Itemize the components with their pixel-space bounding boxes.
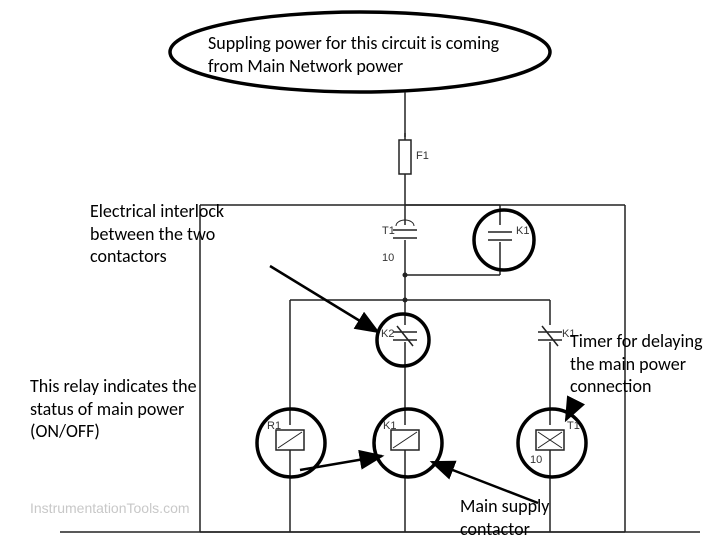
diagram-canvas: Suppling power for this circuit is comin… [0, 0, 720, 555]
label-k1-contact: K1 [516, 225, 529, 237]
label-t1-coil: T1 [567, 420, 580, 432]
label-t1-10: 10 [382, 252, 394, 264]
label-k2: K2 [381, 328, 394, 340]
label-r1: R1 [267, 420, 281, 432]
annotation-timer: Timer for delaying the main power connec… [570, 330, 715, 398]
annotation-mainsup: Main supply contactor [460, 495, 610, 540]
arrow-interlock [270, 266, 378, 332]
fuse-body [399, 140, 411, 174]
label-f1: F1 [416, 150, 429, 162]
label-k1-coil: K1 [383, 420, 396, 432]
label-t1-contact: T1 [382, 225, 395, 237]
title-text: Suppling power for this circuit is comin… [208, 32, 518, 77]
arrow-status-to-k1 [300, 456, 382, 470]
label-t1-10b: 10 [530, 454, 542, 466]
watermark: InstrumentationTools.com [30, 500, 190, 516]
annotation-status: This relay indicates the status of main … [30, 375, 240, 443]
diagram-svg [0, 0, 720, 555]
annotation-interlock: Electrical interlock between the two con… [90, 200, 280, 268]
